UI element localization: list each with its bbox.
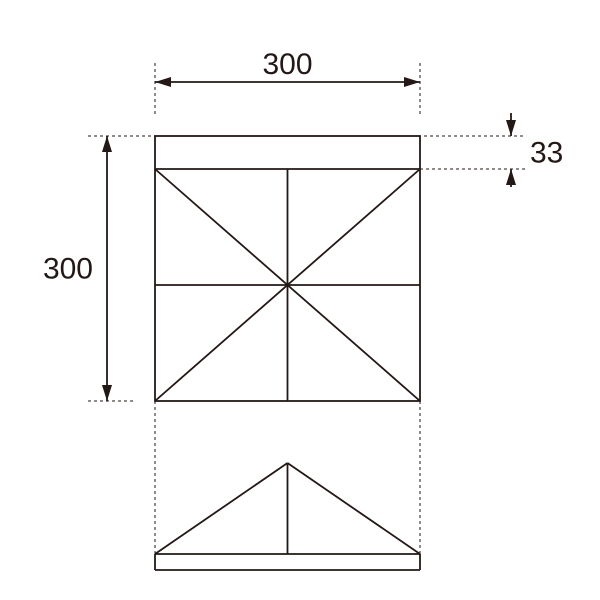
arrowhead	[102, 136, 112, 152]
dim-top-label: 300	[262, 48, 312, 81]
arrowhead	[102, 385, 112, 401]
arrowhead	[506, 120, 516, 136]
technical-drawing: 300 300 33	[0, 0, 600, 600]
arrowhead	[506, 169, 516, 185]
dim-33-label: 33	[530, 137, 563, 170]
dim-left-label: 300	[43, 253, 93, 286]
arrowhead	[155, 77, 171, 87]
elev-tri-left	[155, 463, 288, 554]
elev-tri-right	[288, 463, 421, 554]
arrowhead	[404, 77, 420, 87]
